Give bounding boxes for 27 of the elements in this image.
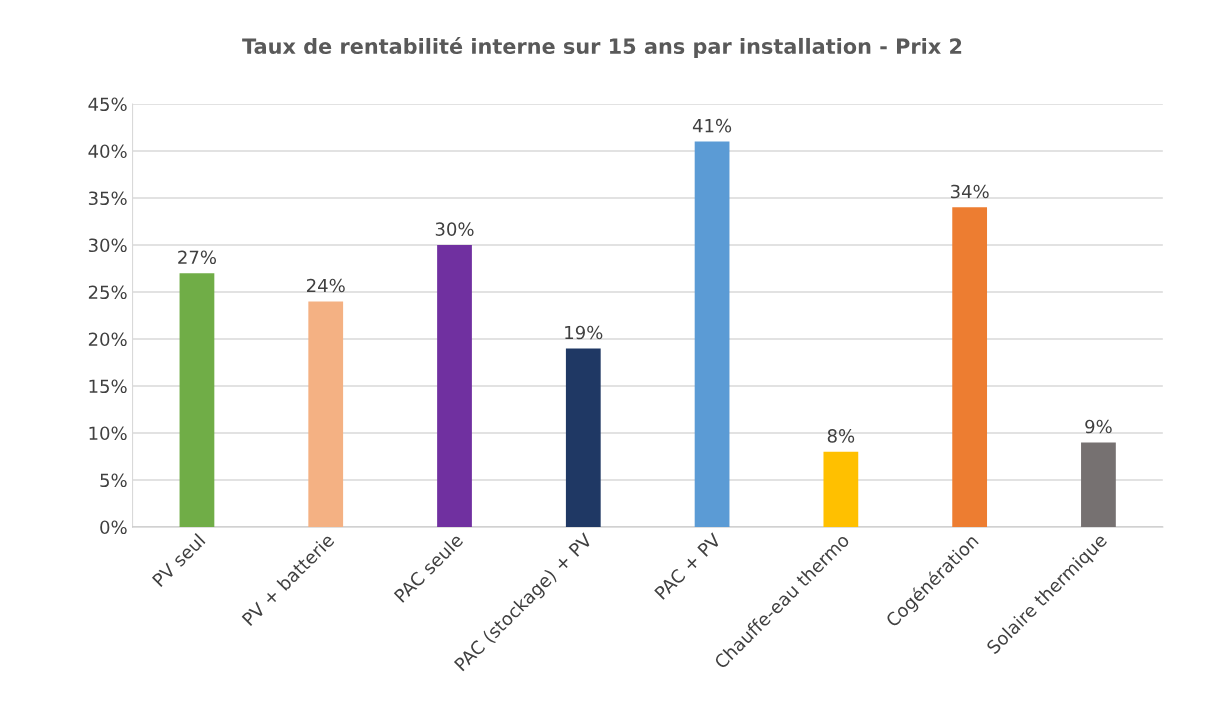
y-tick-label: 5% — [100, 473, 127, 488]
y-tick-label: 20% — [88, 332, 127, 347]
chart-title: Taux de rentabilité interne sur 15 ans par installation - Prix 2 — [242, 37, 962, 59]
y-tick-label: 30% — [88, 238, 127, 253]
y-tick-label: 0% — [100, 520, 127, 535]
bar — [308, 301, 344, 527]
data-label: 41% — [692, 118, 732, 133]
data-label: 27% — [178, 250, 217, 265]
data-label: 9% — [1085, 419, 1112, 434]
data-label: 24% — [306, 278, 345, 293]
data-label: 19% — [565, 325, 603, 340]
bar — [694, 141, 730, 527]
y-tick-label: 10% — [89, 426, 127, 441]
bar — [1081, 442, 1116, 527]
bar — [823, 451, 859, 527]
data-label: 8% — [827, 429, 855, 443]
y-tick-label: 35% — [88, 191, 127, 206]
y-tick-label: 15% — [89, 379, 127, 394]
bar — [565, 348, 601, 527]
bar — [437, 244, 472, 527]
y-tick-label: 40% — [88, 144, 127, 159]
data-label: 34% — [950, 184, 989, 199]
bar — [179, 273, 215, 527]
y-tick-label: 45% — [88, 97, 127, 112]
y-tick-label: 25% — [88, 285, 127, 300]
data-label: 30% — [435, 222, 474, 236]
bar — [952, 207, 988, 527]
